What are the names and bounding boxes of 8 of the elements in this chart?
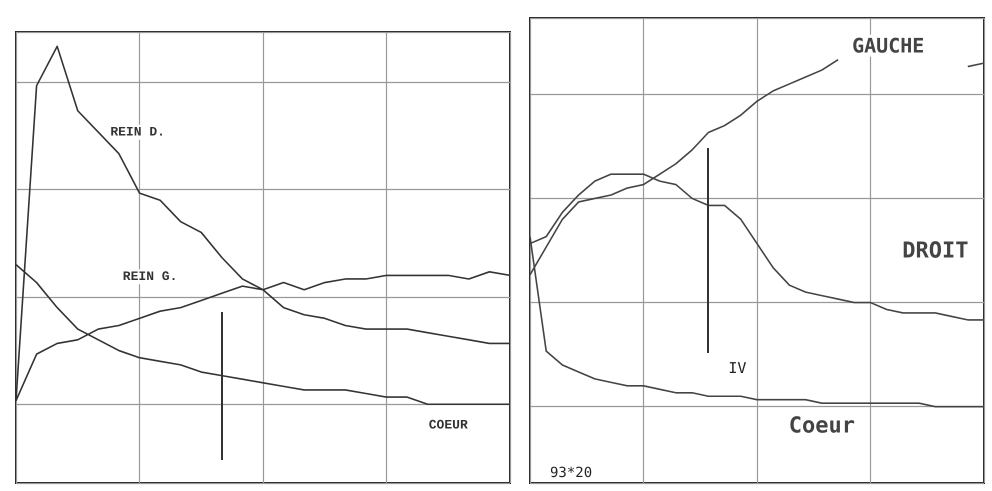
series-label: REIN D. bbox=[110, 124, 165, 140]
text: 93*20 bbox=[548, 465, 594, 481]
annotation: IV bbox=[726, 358, 748, 377]
text: DROIT bbox=[902, 238, 968, 264]
series-label: GAUCHE bbox=[852, 34, 924, 58]
series-label: Coeur bbox=[788, 414, 855, 439]
series-label: REIN G. bbox=[122, 269, 178, 284]
series-label: COEUR bbox=[428, 417, 468, 432]
